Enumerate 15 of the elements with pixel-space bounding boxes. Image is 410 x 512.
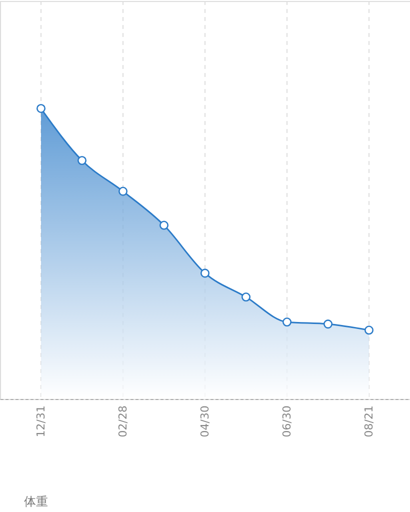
x-tick-label: 02/28 bbox=[116, 406, 130, 438]
point bbox=[282, 318, 292, 327]
point bbox=[200, 268, 210, 278]
x-tick-label: 08/21 bbox=[362, 406, 376, 438]
x-tick-label: 12/31 bbox=[34, 406, 48, 438]
x-tick-label: 04/30 bbox=[198, 406, 212, 438]
point bbox=[364, 326, 374, 335]
point bbox=[77, 156, 87, 166]
point bbox=[241, 292, 251, 302]
text: 体重 bbox=[24, 494, 48, 509]
point bbox=[323, 320, 333, 329]
point bbox=[36, 104, 46, 114]
point bbox=[118, 186, 128, 196]
x-tick-label: 06/30 bbox=[280, 406, 294, 438]
point bbox=[159, 220, 169, 230]
